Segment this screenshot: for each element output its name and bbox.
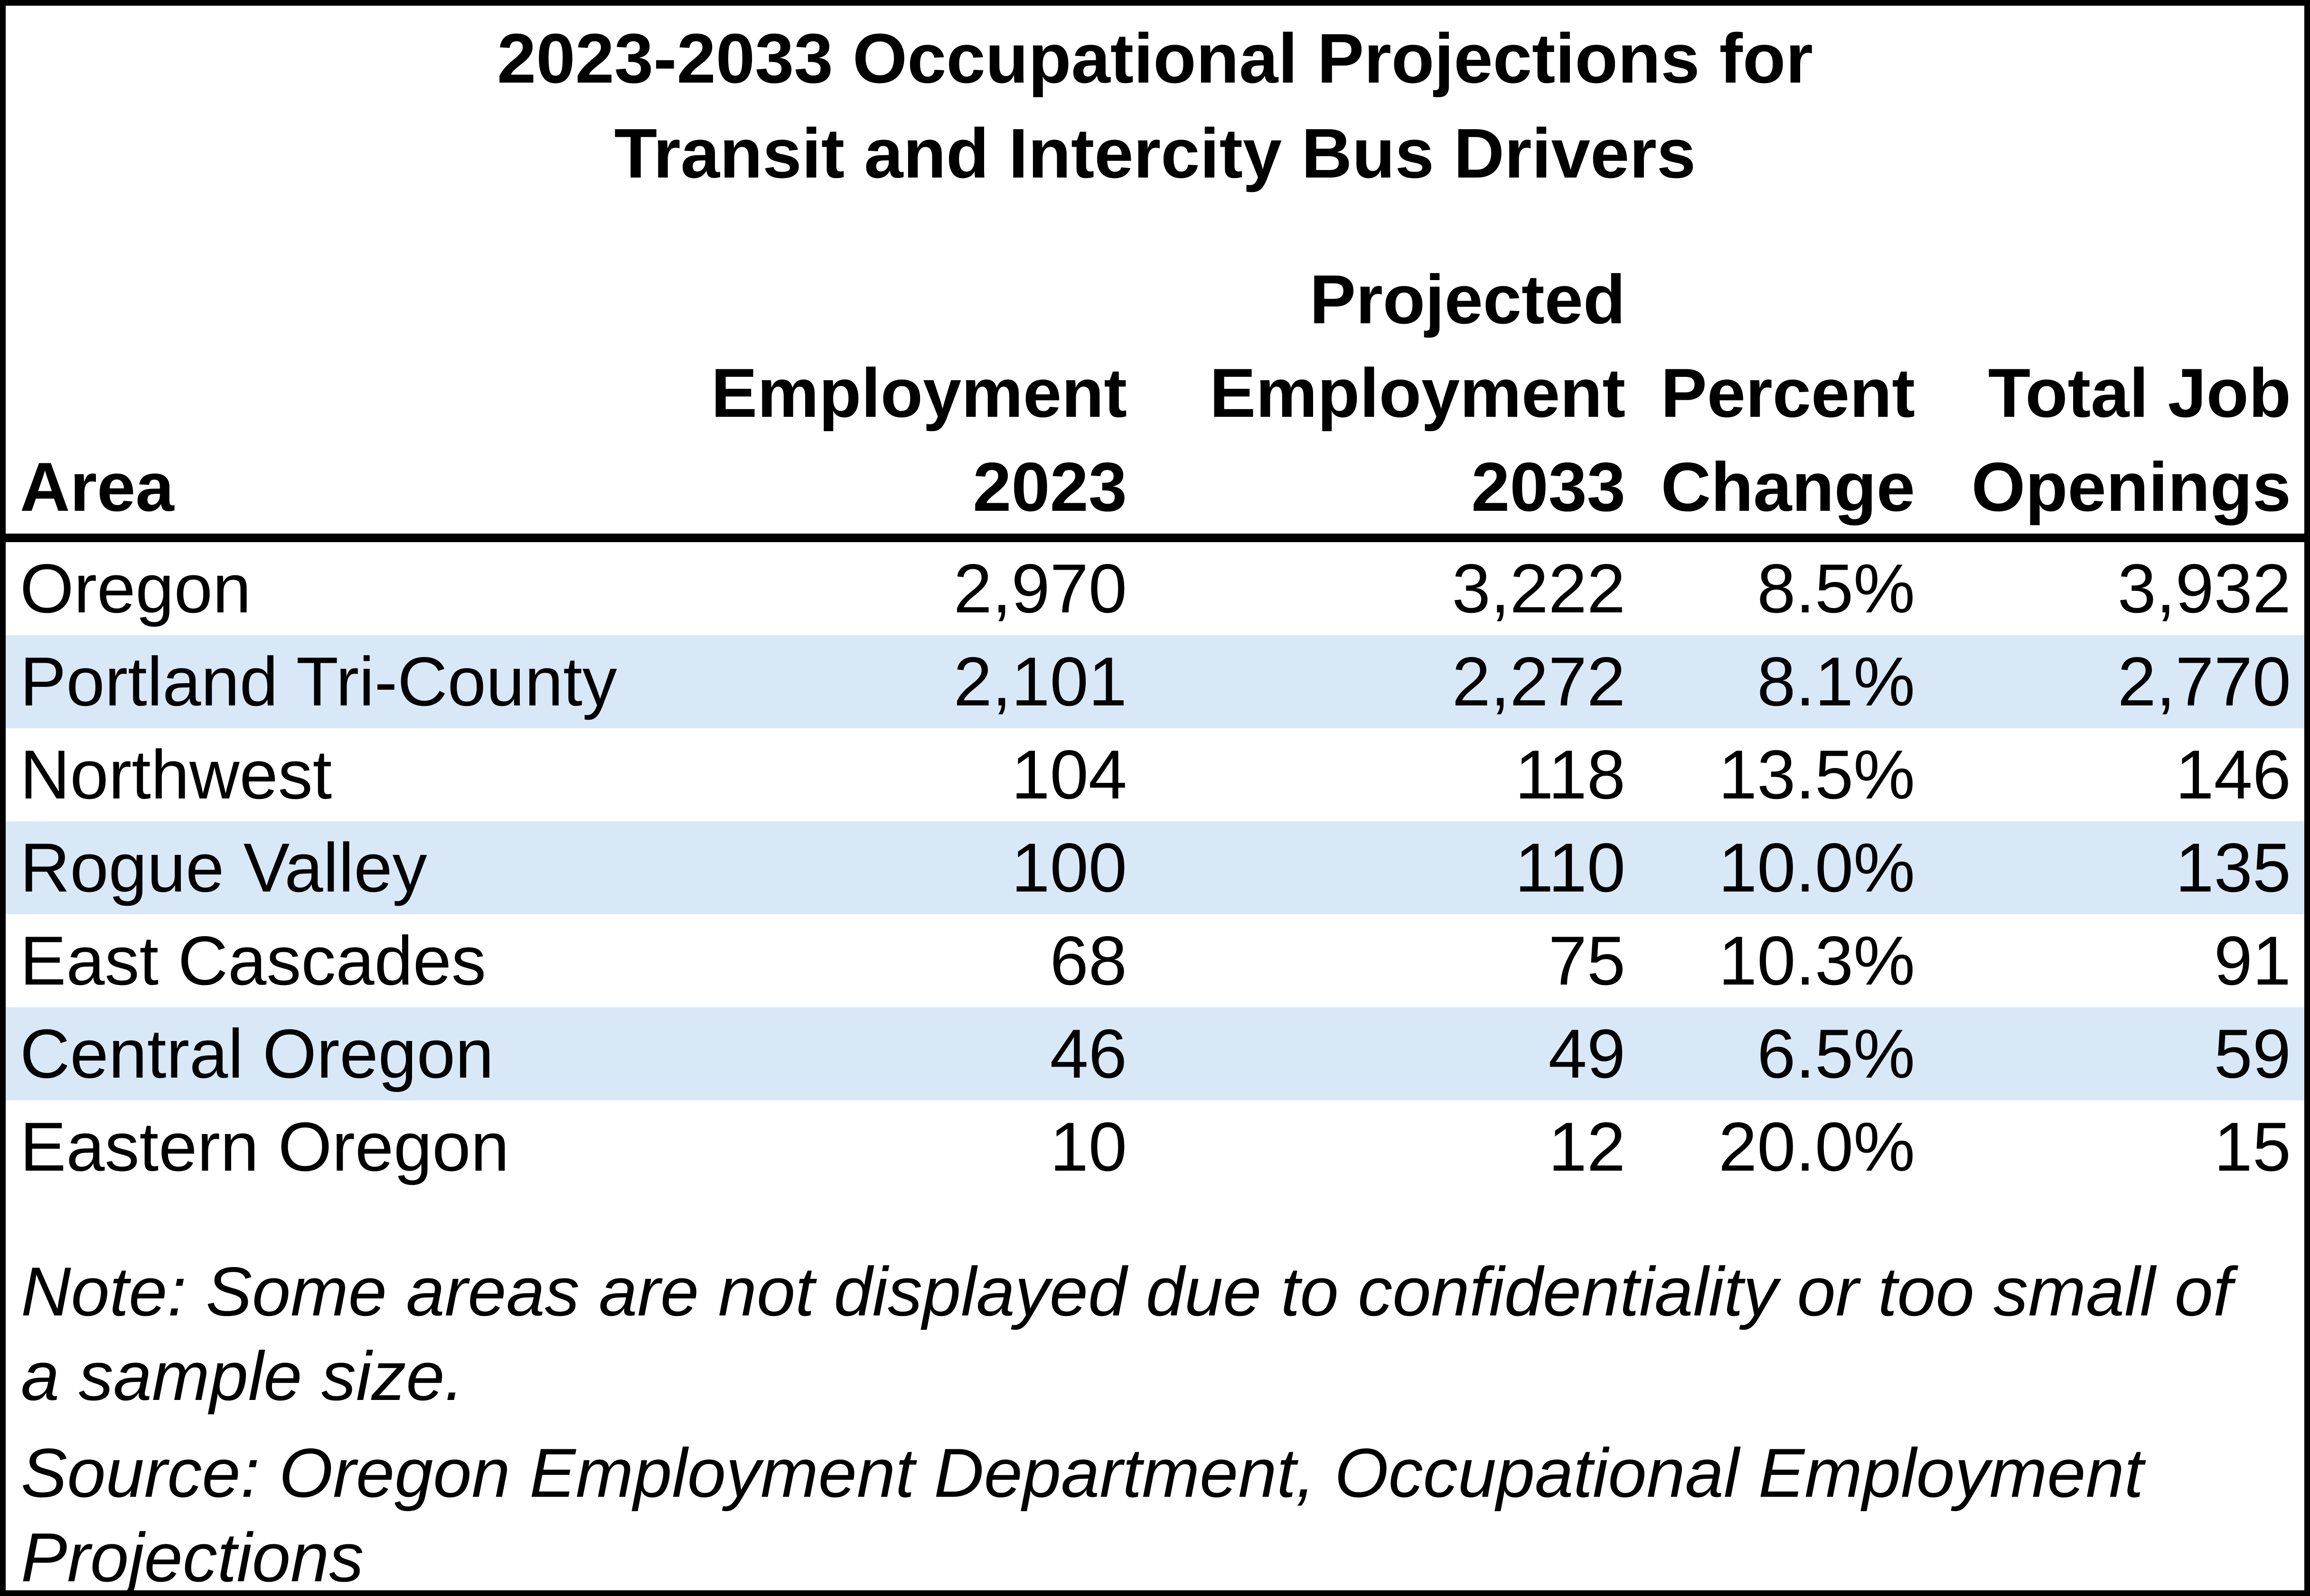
area-cell: Eastern Oregon xyxy=(20,1108,509,1185)
employment-2023-cell: 2,970 xyxy=(953,549,1127,627)
area-cell: Central Oregon xyxy=(20,1014,494,1092)
area-cell: Rogue Valley xyxy=(20,828,427,906)
area-cell: East Cascades xyxy=(20,921,486,999)
header-projected-employment-2033: Projected Employment 2033 xyxy=(1140,201,1639,542)
table-row-northwest: Northwest 104 118 13.5% 146 xyxy=(6,728,2304,821)
percent-change-cell: 8.5% xyxy=(1757,549,1915,627)
area-cell: Northwest xyxy=(20,735,332,813)
percent-change-cell: 13.5% xyxy=(1718,735,1915,813)
employment-2023-cell: 46 xyxy=(1050,1014,1127,1092)
projected-employment-2033-cell: 49 xyxy=(1548,1014,1625,1092)
title-line-2: Transit and Intercity Bus Drivers xyxy=(614,114,1696,193)
header-employment-2023: Employment 2023 xyxy=(689,201,1140,542)
table-row-central-oregon: Central Oregon 46 49 6.5% 59 xyxy=(6,1007,2304,1100)
total-job-openings-cell: 91 xyxy=(2214,921,2291,999)
total-job-openings-cell: 2,770 xyxy=(2117,642,2291,720)
total-job-openings-cell: 15 xyxy=(2214,1108,2291,1185)
projected-employment-2033-cell: 110 xyxy=(1515,828,1625,906)
projected-employment-2033-cell: 3,222 xyxy=(1452,549,1625,627)
title-line-1: 2023-2033 Occupational Projections for xyxy=(497,19,1813,98)
table-title: 2023-2033 Occupational Projections for T… xyxy=(6,11,2304,201)
header-row: Area Employment 2023 Projected Employmen… xyxy=(6,201,2304,542)
total-job-openings-cell: 135 xyxy=(2175,828,2291,906)
percent-change-cell: 20.0% xyxy=(1718,1108,1915,1185)
percent-change-cell: 6.5% xyxy=(1757,1014,1915,1092)
table-row-oregon: Oregon 2,970 3,222 8.5% 3,932 xyxy=(6,538,2304,635)
percent-change-cell: 8.1% xyxy=(1757,642,1915,720)
total-job-openings-cell: 59 xyxy=(2214,1014,2291,1092)
percent-change-cell: 10.0% xyxy=(1718,828,1915,906)
projected-employment-2033-cell: 118 xyxy=(1515,735,1625,813)
projected-employment-2033-cell: 2,272 xyxy=(1452,642,1625,720)
employment-2023-cell: 68 xyxy=(1050,921,1127,999)
employment-2023-cell: 10 xyxy=(1050,1108,1127,1185)
table-row-east-cascades: East Cascades 68 75 10.3% 91 xyxy=(6,914,2304,1007)
projected-employment-2033-cell: 75 xyxy=(1548,921,1625,999)
table-row-rogue-valley: Rogue Valley 100 110 10.0% 135 xyxy=(6,821,2304,914)
percent-change-cell: 10.3% xyxy=(1718,921,1915,999)
area-cell: Oregon xyxy=(20,549,251,627)
employment-2023-cell: 100 xyxy=(1011,828,1127,906)
employment-2023-cell: 2,101 xyxy=(953,642,1127,720)
projected-employment-2033-cell: 12 xyxy=(1548,1108,1625,1185)
header-percent-change: Percent Change xyxy=(1639,201,1928,542)
footnotes: Note: Some areas are not displayed due t… xyxy=(21,1249,2287,1596)
source-note: Source: Oregon Employment Department, Oc… xyxy=(21,1434,2144,1596)
total-job-openings-cell: 146 xyxy=(2175,735,2291,813)
employment-2023-cell: 104 xyxy=(1011,735,1127,813)
header-area: Area xyxy=(6,201,689,542)
projections-data-table: Area Employment 2023 Projected Employmen… xyxy=(6,201,2304,1193)
table-row-portland-tri-county: Portland Tri-County 2,101 2,272 8.1% 2,7… xyxy=(6,635,2304,728)
table-row-eastern-oregon: Eastern Oregon 10 12 20.0% 15 xyxy=(6,1100,2304,1193)
header-total-job-openings: Total Job Openings xyxy=(1928,201,2304,542)
total-job-openings-cell: 3,932 xyxy=(2117,549,2291,627)
confidentiality-note: Note: Some areas are not displayed due t… xyxy=(21,1252,2233,1415)
area-cell: Portland Tri-County xyxy=(20,642,617,720)
